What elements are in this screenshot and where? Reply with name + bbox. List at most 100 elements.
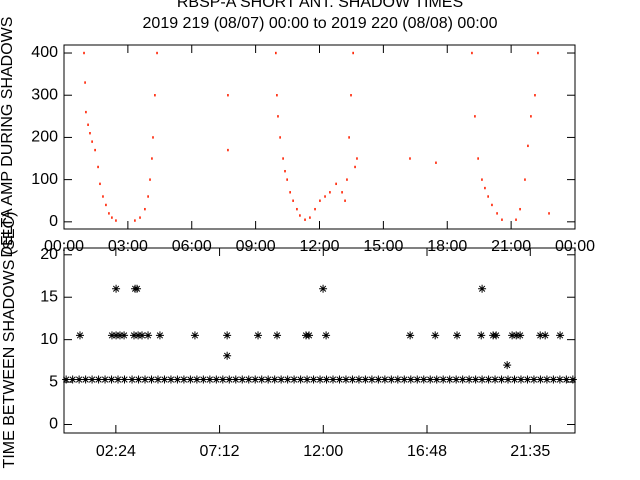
point [536,331,545,340]
point [435,161,437,164]
point [205,375,214,384]
point [282,157,284,160]
point [101,375,110,384]
point [367,375,376,384]
point [305,331,314,340]
point [75,331,84,340]
point [304,218,306,221]
point [231,375,240,384]
point [431,331,440,340]
point [105,203,107,207]
point [115,331,124,340]
y-tick-label: 100 [31,171,58,188]
point [319,284,328,293]
point [299,214,301,217]
point [413,375,422,384]
point [85,110,87,114]
point [120,375,129,384]
point [426,375,435,384]
point [548,212,550,215]
point [138,331,146,340]
x-tick-label: 06:00 [172,238,212,255]
point [350,94,352,97]
point [275,51,277,55]
point [477,157,479,160]
point [144,331,153,340]
point [324,195,326,198]
point [134,219,136,222]
point [97,165,99,169]
y-tick-label: 400 [31,44,58,61]
y-axis-label: TIME BETWEEN SHADOWS (SEC) [1,212,18,469]
point [346,178,348,181]
x-tick-label: 16:48 [407,443,447,460]
point [68,375,77,384]
point [354,165,356,169]
x-tick-label: 12:00 [303,443,343,460]
point [84,81,86,84]
point [524,178,526,181]
point [153,375,162,384]
point [227,94,229,97]
point [81,375,90,384]
point [227,148,229,152]
point [102,195,104,198]
point [491,203,493,207]
point [484,375,493,384]
point [474,115,476,118]
point [179,375,188,384]
plot-frame [63,247,576,434]
point [155,331,164,340]
point [549,375,558,384]
point [319,199,321,202]
x-tick-label: 21:35 [510,443,550,460]
point [225,375,234,384]
point [83,51,85,55]
point [134,375,143,384]
point [536,375,545,384]
point [530,115,532,118]
point [439,375,448,384]
point [335,375,344,384]
point [276,94,278,97]
point [107,375,116,384]
point [534,94,536,97]
point [348,375,357,384]
point [387,375,396,384]
point [99,182,101,186]
point [199,375,208,384]
point [238,375,247,384]
point [173,375,182,384]
point [283,375,292,384]
point [356,157,358,160]
point [471,375,480,384]
point [166,375,175,384]
point [223,331,232,340]
y-tick-label: 20 [40,246,58,263]
point [87,123,89,126]
y-tick-label: 0 [49,416,58,433]
point [516,375,525,384]
point [458,375,467,384]
point [254,331,263,340]
point [286,178,288,181]
point [190,331,199,340]
point [568,375,577,384]
point [115,219,117,222]
y-tick-label: 0 [49,213,58,230]
point [156,51,158,55]
point [303,375,312,384]
point [481,178,483,181]
point [149,178,151,181]
point [91,140,93,143]
point [354,375,363,384]
point [186,375,195,384]
point [151,157,153,160]
point [296,375,305,384]
y-tick-label: 10 [40,331,58,348]
point [348,136,350,139]
point [147,195,149,198]
point [139,216,141,219]
point [556,331,565,340]
